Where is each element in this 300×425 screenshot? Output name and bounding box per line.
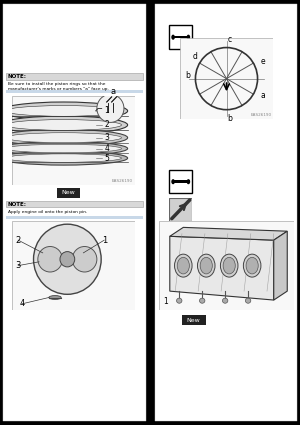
Text: e: e [260, 57, 265, 66]
Circle shape [97, 94, 124, 122]
Bar [169, 170, 192, 193]
Text: NOTE:: NOTE: [8, 202, 26, 207]
Circle shape [187, 179, 190, 184]
Polygon shape [170, 236, 274, 300]
Text: a: a [110, 87, 116, 96]
Bar [6, 201, 142, 207]
Text: a: a [260, 91, 265, 100]
Ellipse shape [6, 144, 122, 153]
Bar [6, 216, 142, 219]
Ellipse shape [60, 252, 75, 267]
Ellipse shape [72, 246, 97, 272]
Text: manufacturer's marks or numbers "a" face up.: manufacturer's marks or numbers "a" face… [8, 87, 108, 91]
Text: 4: 4 [104, 144, 109, 153]
Circle shape [223, 298, 228, 303]
Ellipse shape [38, 246, 62, 272]
Ellipse shape [49, 296, 61, 299]
Bar [57, 188, 80, 198]
Text: b: b [227, 114, 232, 123]
Ellipse shape [243, 254, 261, 277]
Text: 1: 1 [102, 235, 107, 245]
Ellipse shape [6, 119, 122, 130]
Ellipse shape [6, 105, 122, 116]
Text: 2: 2 [16, 235, 21, 245]
Text: NOTE:: NOTE: [8, 74, 26, 79]
Text: 2: 2 [104, 120, 109, 130]
Ellipse shape [175, 254, 192, 277]
Circle shape [200, 298, 205, 303]
Bar [6, 73, 142, 80]
Text: 5: 5 [104, 153, 109, 163]
Ellipse shape [0, 151, 128, 165]
Ellipse shape [200, 258, 212, 274]
Ellipse shape [0, 130, 128, 146]
Ellipse shape [0, 102, 128, 120]
Bar [169, 26, 192, 49]
Bar [172, 180, 190, 183]
Circle shape [171, 35, 175, 40]
Circle shape [176, 298, 182, 303]
Bar [3, 4, 146, 421]
Text: Be sure to install the piston rings so that the: Be sure to install the piston rings so t… [8, 82, 105, 86]
Text: d: d [192, 52, 197, 61]
Ellipse shape [197, 254, 215, 277]
Text: 4: 4 [19, 299, 25, 309]
Circle shape [171, 179, 175, 184]
Circle shape [187, 35, 190, 40]
Bar [154, 4, 297, 421]
Ellipse shape [34, 224, 101, 294]
Bar [172, 36, 190, 39]
Text: 3: 3 [104, 133, 109, 142]
Text: b: b [185, 71, 190, 80]
Bar [182, 314, 206, 325]
Ellipse shape [177, 258, 189, 274]
Polygon shape [170, 227, 287, 240]
Text: c: c [228, 34, 232, 43]
Text: EAS26190: EAS26190 [250, 113, 272, 117]
Text: EAS26190: EAS26190 [111, 179, 133, 183]
Text: 1: 1 [104, 106, 109, 116]
Ellipse shape [6, 154, 122, 162]
Polygon shape [274, 231, 287, 300]
Bar [6, 90, 142, 93]
Text: New: New [187, 317, 200, 323]
Circle shape [245, 298, 251, 303]
Ellipse shape [6, 133, 122, 143]
Ellipse shape [0, 116, 128, 134]
Text: 1: 1 [163, 298, 168, 306]
Text: New: New [61, 190, 75, 196]
Ellipse shape [223, 258, 235, 274]
Text: 3: 3 [16, 261, 21, 270]
Text: Apply engine oil onto the piston pin.: Apply engine oil onto the piston pin. [8, 210, 87, 213]
Ellipse shape [220, 254, 238, 277]
Ellipse shape [0, 142, 128, 156]
Ellipse shape [246, 258, 258, 274]
